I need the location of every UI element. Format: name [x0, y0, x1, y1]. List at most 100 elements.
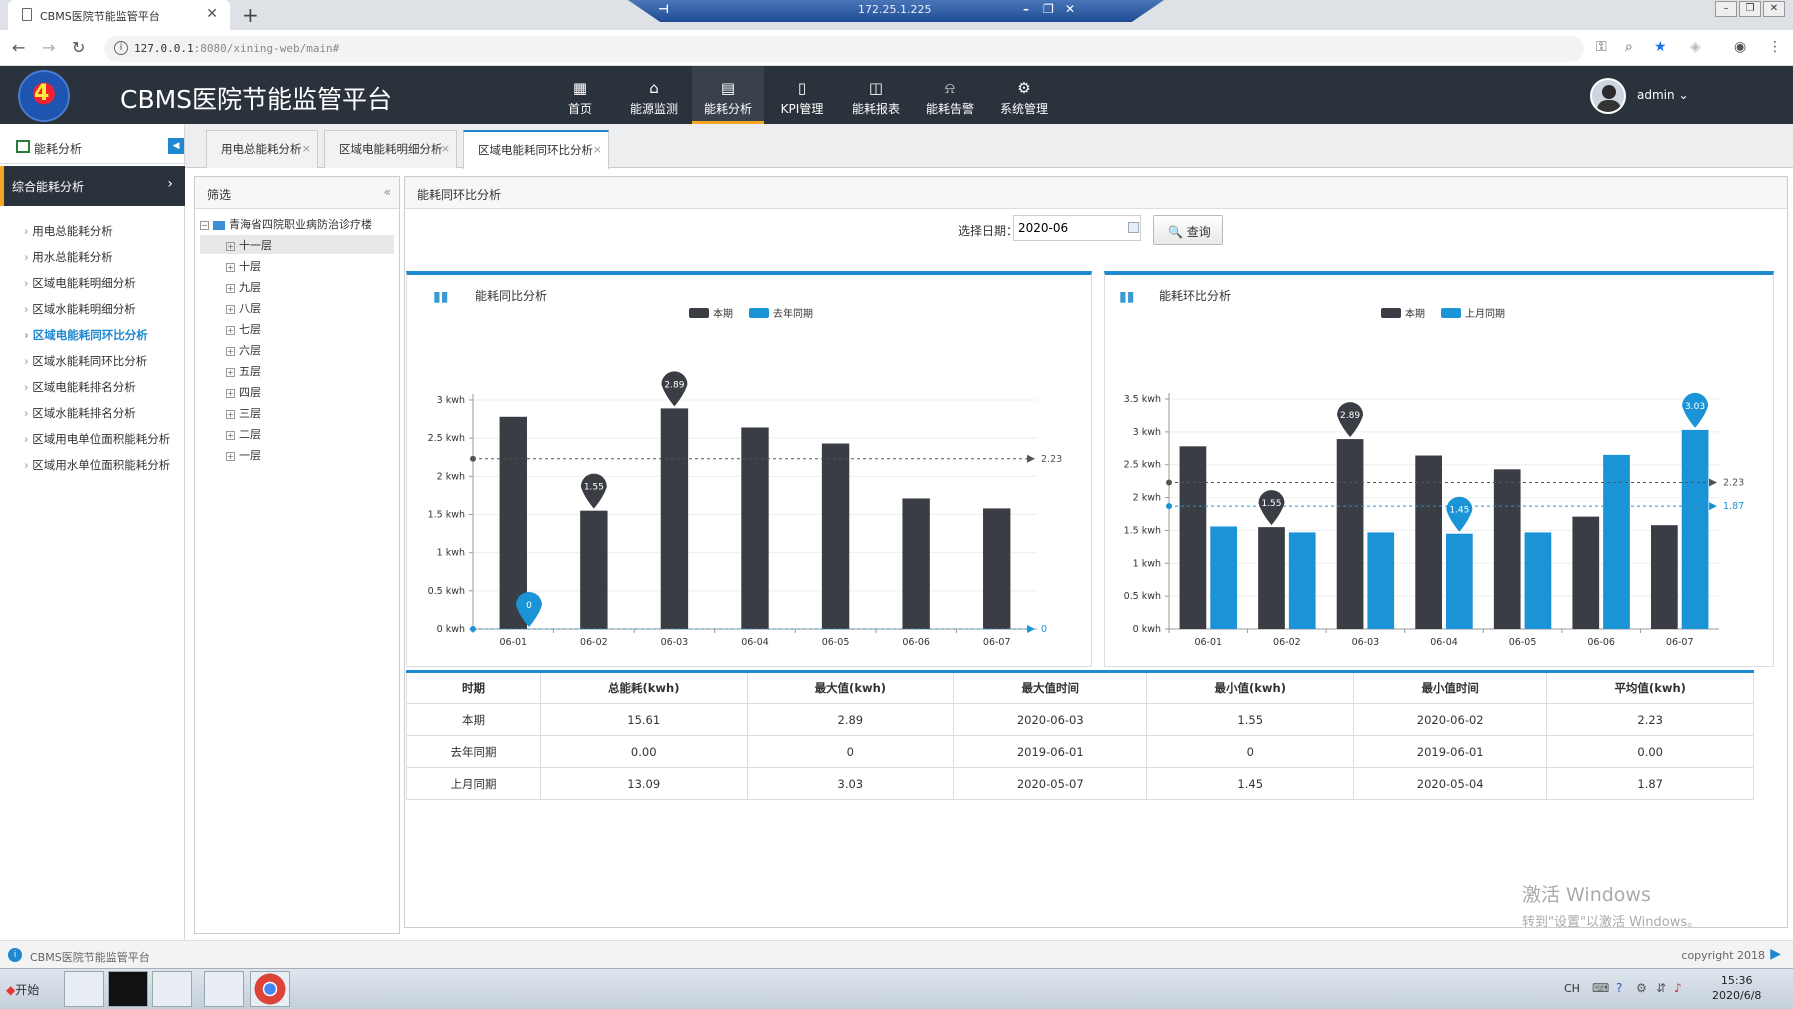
calendar-icon[interactable] — [1128, 222, 1139, 233]
extension-icon[interactable]: ◈ — [1690, 39, 1701, 55]
bar-current[interactable] — [580, 510, 608, 629]
bar-compare[interactable] — [1446, 533, 1473, 629]
menu-icon[interactable]: ⋮ — [1768, 39, 1782, 55]
tree-floor-node[interactable]: + 十一层 — [226, 237, 272, 253]
reload-icon[interactable]: ↻ — [72, 38, 86, 57]
expand-node-icon[interactable]: + — [226, 304, 235, 314]
expand-node-icon[interactable]: + — [226, 346, 235, 356]
close-tab-icon[interactable]: ✕ — [206, 6, 218, 22]
bar-current[interactable] — [1493, 469, 1521, 629]
bar-current[interactable] — [983, 508, 1011, 629]
sidebar-item[interactable]: › 区域用水单位面积能耗分析 — [24, 457, 170, 473]
bar-current[interactable] — [1651, 525, 1678, 629]
close-icon[interactable]: ✕ — [1065, 2, 1076, 16]
sidebar-item[interactable]: › 区域水能耗明细分析 — [24, 301, 136, 317]
bar-compare[interactable] — [1681, 429, 1709, 629]
sidebar-item[interactable]: › 用电总能耗分析 — [24, 223, 113, 239]
start-button[interactable]: ◆开始 — [2, 972, 46, 1004]
help-icon[interactable]: ? — [1616, 981, 1623, 995]
bar-current[interactable] — [902, 498, 930, 629]
bar-current[interactable] — [499, 416, 527, 629]
tool-taskbar-icon[interactable] — [152, 971, 192, 1007]
bar-current[interactable] — [821, 443, 850, 629]
volume-icon[interactable]: ♪ — [1674, 981, 1682, 995]
expand-node-icon[interactable]: + — [226, 283, 235, 293]
hailin-taskbar-icon[interactable] — [64, 971, 104, 1007]
sidebar-item[interactable]: › 用水总能耗分析 — [24, 249, 113, 265]
query-button[interactable]: 🔍 查询 — [1153, 215, 1223, 245]
bar-current[interactable] — [1415, 455, 1442, 629]
nav-item-4[interactable]: ◫ 能耗报表 — [840, 66, 912, 124]
nav-item-3[interactable]: ▯ KPI管理 — [766, 66, 838, 124]
nav-item-1[interactable]: ⌂ 能源监测 — [618, 66, 690, 124]
collapse-filter-icon[interactable]: « — [383, 185, 391, 199]
close-window-icon[interactable]: ✕ — [1763, 1, 1785, 17]
tree-floor-node[interactable]: + 三层 — [226, 405, 261, 421]
sidebar-item[interactable]: › 区域电能耗明细分析 — [24, 275, 136, 291]
sidebar-item[interactable]: › 区域电能耗排名分析 — [24, 379, 136, 395]
bar-current[interactable] — [1572, 516, 1600, 629]
tree-floor-node[interactable]: + 九层 — [226, 279, 261, 295]
max-min-marker[interactable]: 1.55 — [580, 473, 607, 509]
content-tab[interactable]: 区域电能耗同环比分析 × — [463, 130, 609, 169]
new-tab-button[interactable]: + — [242, 3, 259, 27]
minimize-window-icon[interactable]: – — [1715, 1, 1737, 17]
bar-current[interactable] — [660, 408, 689, 629]
tree-floor-node[interactable]: + 五层 — [226, 363, 261, 379]
pin-icon[interactable]: ⊣ — [658, 2, 669, 16]
bookmark-star-icon[interactable]: ★ — [1654, 39, 1667, 55]
tree-floor-node[interactable]: + 十层 — [226, 258, 261, 274]
play-icon[interactable]: ▶ — [1770, 946, 1781, 962]
max-min-marker[interactable]: 1.45 — [1446, 496, 1473, 532]
bar-current[interactable] — [1179, 446, 1207, 629]
sidebar-section-comprehensive[interactable]: 综合能耗分析 › — [0, 166, 185, 206]
max-min-marker[interactable]: 2.89 — [661, 371, 688, 407]
close-tab-icon[interactable]: × — [592, 143, 602, 156]
user-menu[interactable]: admin ⌄ — [1637, 88, 1689, 102]
bar-current[interactable] — [1258, 527, 1285, 629]
restore-icon[interactable]: ❐ — [1043, 2, 1054, 16]
expand-node-icon[interactable]: + — [226, 325, 235, 335]
content-tab[interactable]: 区域电能耗明细分析 × — [324, 130, 457, 168]
bar-compare[interactable] — [1524, 532, 1552, 629]
bar-compare[interactable] — [1210, 526, 1237, 629]
back-icon[interactable]: ← — [12, 38, 26, 57]
expand-node-icon[interactable]: + — [226, 262, 235, 272]
tree-floor-node[interactable]: + 六层 — [226, 342, 261, 358]
settings-icon[interactable]: ⚙ — [1636, 981, 1647, 995]
sidebar-item[interactable]: › 区域用电单位面积能耗分析 — [24, 431, 170, 447]
language-indicator[interactable]: CH — [1564, 982, 1580, 995]
expand-node-icon[interactable]: + — [226, 388, 235, 398]
bar-compare[interactable] — [1603, 454, 1630, 629]
expand-node-icon[interactable]: + — [226, 430, 235, 440]
close-tab-icon[interactable]: × — [301, 142, 311, 155]
key-icon[interactable]: ⚿ — [1596, 39, 1607, 55]
minimize-icon[interactable]: – — [1023, 2, 1029, 16]
close-tab-icon[interactable]: × — [440, 142, 450, 155]
tree-floor-node[interactable]: + 八层 — [226, 300, 261, 316]
collapse-sidebar-icon[interactable]: ◀ — [168, 138, 184, 154]
max-min-marker[interactable]: 0 — [515, 592, 542, 627]
url-field[interactable]: i 127.0.0.1:8080/xining-web/main# — [104, 36, 1584, 62]
nav-item-6[interactable]: ⚙ 系统管理 — [988, 66, 1060, 124]
bar-current[interactable] — [1336, 439, 1364, 629]
keyboard-icon[interactable]: ⌨ — [1592, 981, 1610, 995]
expand-node-icon[interactable]: + — [226, 367, 235, 377]
network-icon[interactable]: ⇵ — [1656, 981, 1667, 995]
expand-node-icon[interactable]: + — [226, 451, 235, 461]
tree-floor-node[interactable]: + 七层 — [226, 321, 261, 337]
bar-compare[interactable] — [1367, 532, 1395, 629]
max-min-marker[interactable]: 1.55 — [1258, 490, 1285, 526]
bar-compare[interactable] — [1288, 532, 1316, 629]
collapse-node-icon[interactable]: − — [200, 220, 209, 230]
max-min-marker[interactable]: 2.89 — [1337, 402, 1364, 438]
nav-item-5[interactable]: ⍾ 能耗告警 — [914, 66, 986, 124]
browser-tab[interactable]: CBMS医院节能监管平台 ✕ — [8, 0, 230, 30]
java-taskbar-icon[interactable] — [204, 971, 244, 1007]
expand-node-icon[interactable]: + — [226, 409, 235, 419]
bar-current[interactable] — [741, 427, 769, 629]
nav-item-2[interactable]: ▤ 能耗分析 — [692, 66, 764, 124]
tree-floor-node[interactable]: + 一层 — [226, 447, 261, 463]
terminal-taskbar-icon[interactable] — [108, 971, 148, 1007]
tree-floor-node[interactable]: + 二层 — [226, 426, 261, 442]
